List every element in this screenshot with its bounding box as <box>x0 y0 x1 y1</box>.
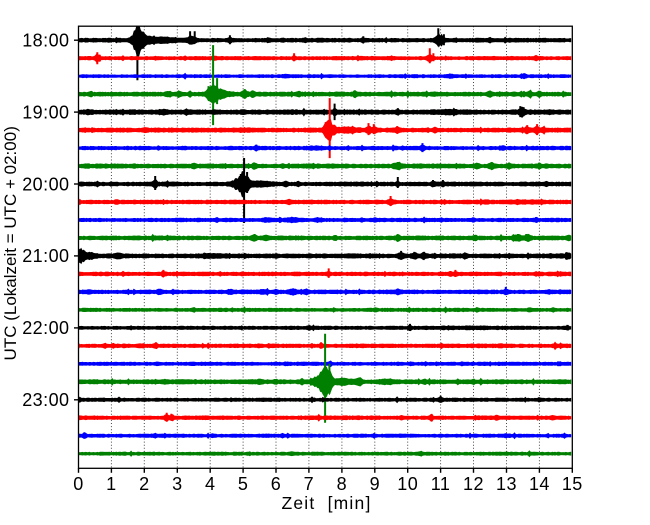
svg-text:8: 8 <box>337 474 347 494</box>
svg-text:UTC (Lokalzeit = UTC + 02:00): UTC (Lokalzeit = UTC + 02:00) <box>1 126 20 360</box>
svg-text:21:00: 21:00 <box>22 246 69 266</box>
svg-text:7: 7 <box>304 474 314 494</box>
svg-text:2: 2 <box>139 474 149 494</box>
svg-text:12: 12 <box>463 474 484 494</box>
svg-text:23:00: 23:00 <box>22 390 69 410</box>
svg-text:Zeit [min]: Zeit [min] <box>281 493 371 513</box>
svg-text:6: 6 <box>271 474 281 494</box>
svg-text:4: 4 <box>205 474 215 494</box>
svg-text:0: 0 <box>73 474 83 494</box>
svg-text:1: 1 <box>106 474 116 494</box>
svg-text:20:00: 20:00 <box>22 174 69 194</box>
svg-text:3: 3 <box>172 474 182 494</box>
svg-text:19:00: 19:00 <box>22 102 69 122</box>
svg-text:18:00: 18:00 <box>22 31 69 51</box>
svg-text:5: 5 <box>238 474 248 494</box>
svg-text:15: 15 <box>562 474 583 494</box>
svg-text:11: 11 <box>431 474 451 494</box>
svg-text:10: 10 <box>397 474 418 494</box>
svg-text:9: 9 <box>370 474 380 494</box>
svg-text:22:00: 22:00 <box>22 318 69 338</box>
svg-text:13: 13 <box>496 474 517 494</box>
svg-text:14: 14 <box>529 474 550 494</box>
